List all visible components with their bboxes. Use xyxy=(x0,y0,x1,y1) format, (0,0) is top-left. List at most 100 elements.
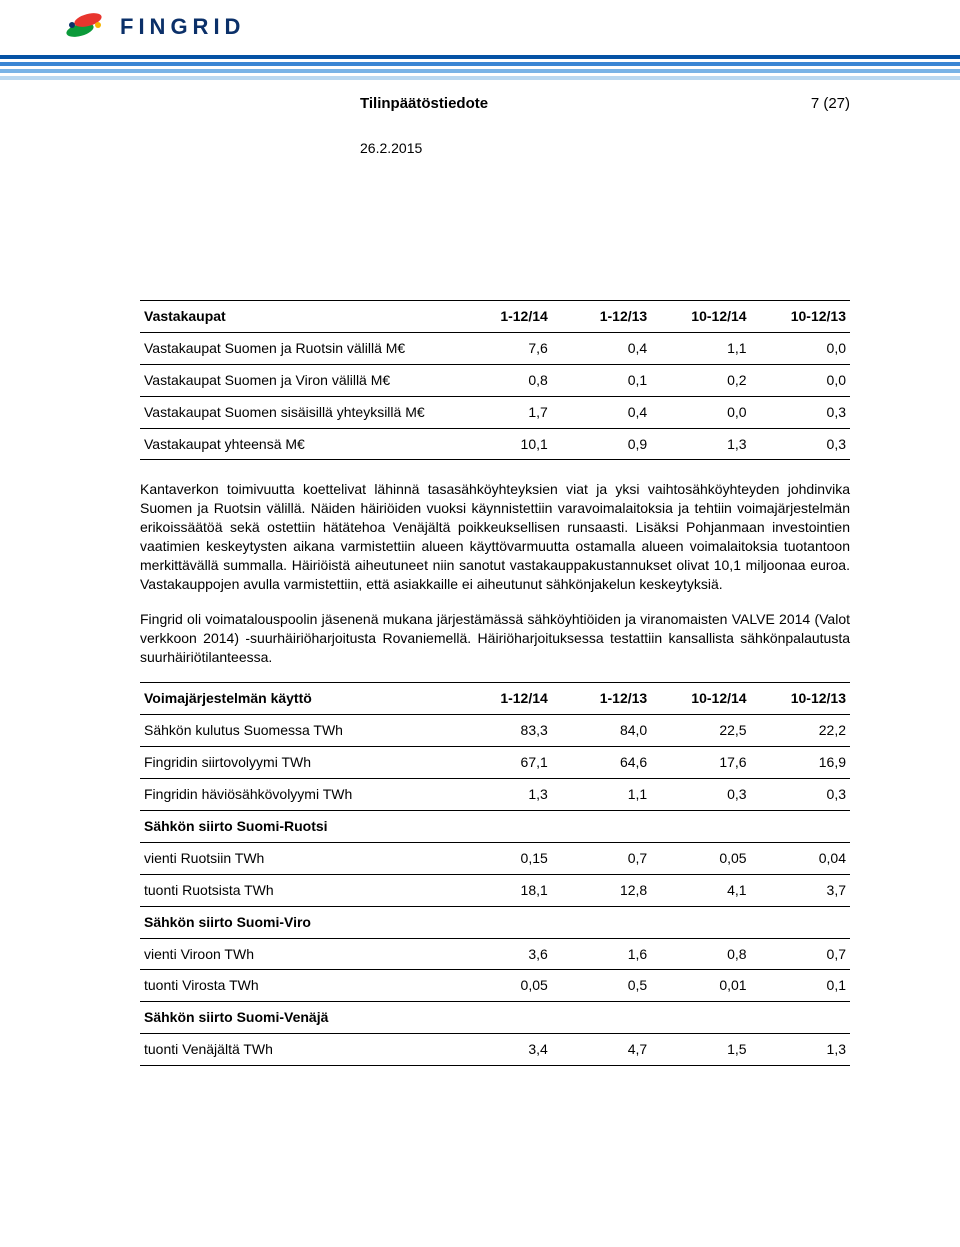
stripe-2 xyxy=(0,62,960,66)
cell-value: 84,0 xyxy=(552,715,651,747)
cell-value: 1,6 xyxy=(552,938,651,970)
cell-value: 0,0 xyxy=(651,396,750,428)
cell-value: 0,05 xyxy=(452,970,551,1002)
cell-value: 0,7 xyxy=(552,842,651,874)
cell-value xyxy=(651,1002,750,1034)
cell-value: 0,7 xyxy=(751,938,850,970)
page-header: FINGRID Tilinpäätöstiedote 7 (27) 26.2.2… xyxy=(0,0,960,100)
cell-value: 22,2 xyxy=(751,715,850,747)
table-row: Vastakaupat Suomen sisäisillä yhteyksill… xyxy=(140,396,850,428)
cell-value: 4,1 xyxy=(651,874,750,906)
body-paragraph: Kantaverkon toimivuutta koettelivat lähi… xyxy=(140,480,850,593)
row-label: Sähkön kulutus Suomessa TWh xyxy=(140,715,452,747)
cell-value: 0,5 xyxy=(552,970,651,1002)
cell-value: 17,6 xyxy=(651,747,750,779)
cell-value: 64,6 xyxy=(552,747,651,779)
cell-value: 0,15 xyxy=(452,842,551,874)
table-row: Vastakaupat Suomen ja Ruotsin välillä M€… xyxy=(140,332,850,364)
cell-value: 3,6 xyxy=(452,938,551,970)
cell-value: 0,8 xyxy=(651,938,750,970)
cell-value: 22,5 xyxy=(651,715,750,747)
row-label: vienti Viroon TWh xyxy=(140,938,452,970)
cell-value: 1,1 xyxy=(651,332,750,364)
doc-date: 26.2.2015 xyxy=(360,140,422,156)
cell-value: 12,8 xyxy=(552,874,651,906)
col-header: 1-12/13 xyxy=(552,683,651,715)
cell-value: 0,3 xyxy=(751,428,850,460)
cell-value: 1,5 xyxy=(651,1034,750,1066)
cell-value xyxy=(751,1002,850,1034)
cell-value: 0,1 xyxy=(751,970,850,1002)
cell-value: 7,6 xyxy=(452,332,551,364)
col-header: Vastakaupat xyxy=(140,301,452,333)
cell-value xyxy=(552,906,651,938)
cell-value: 3,4 xyxy=(452,1034,551,1066)
table2-body: Sähkön kulutus Suomessa TWh83,384,022,52… xyxy=(140,715,850,1066)
cell-value: 16,9 xyxy=(751,747,850,779)
cell-value: 0,3 xyxy=(751,779,850,811)
cell-value: 0,05 xyxy=(651,842,750,874)
cell-value: 0,0 xyxy=(751,332,850,364)
col-header: 1-12/14 xyxy=(452,683,551,715)
section-row: Sähkön siirto Suomi-Ruotsi xyxy=(140,811,850,843)
brand-name: FINGRID xyxy=(120,14,245,40)
stripe-1 xyxy=(0,55,960,59)
cell-value xyxy=(452,811,551,843)
cell-value: 83,3 xyxy=(452,715,551,747)
row-label: Sähkön siirto Suomi-Viro xyxy=(140,906,452,938)
cell-value: 0,2 xyxy=(651,364,750,396)
cell-value: 0,0 xyxy=(751,364,850,396)
cell-value: 1,7 xyxy=(452,396,551,428)
row-label: Vastakaupat Suomen sisäisillä yhteyksill… xyxy=(140,396,452,428)
cell-value xyxy=(751,811,850,843)
table-row: tuonti Virosta TWh0,050,50,010,1 xyxy=(140,970,850,1002)
table-header-row: Voimajärjestelmän käyttö 1-12/14 1-12/13… xyxy=(140,683,850,715)
row-label: vienti Ruotsiin TWh xyxy=(140,842,452,874)
table1-body: Vastakaupat Suomen ja Ruotsin välillä M€… xyxy=(140,332,850,460)
col-header: 10-12/13 xyxy=(751,301,850,333)
table-row: Vastakaupat Suomen ja Viron välillä M€ 0,… xyxy=(140,364,850,396)
col-header: Voimajärjestelmän käyttö xyxy=(140,683,452,715)
cell-value: 1,3 xyxy=(751,1034,850,1066)
col-header: 1-12/13 xyxy=(552,301,651,333)
cell-value: 1,3 xyxy=(452,779,551,811)
row-label: Vastakaupat Suomen ja Viron välillä M€ xyxy=(140,364,452,396)
cell-value: 0,4 xyxy=(552,332,651,364)
cell-value: 4,7 xyxy=(552,1034,651,1066)
table-row: Fingridin häviösähkövolyymi TWh1,31,10,3… xyxy=(140,779,850,811)
cell-value: 0,04 xyxy=(751,842,850,874)
table-row: tuonti Ruotsista TWh18,112,84,13,7 xyxy=(140,874,850,906)
doc-title: Tilinpäätöstiedote xyxy=(360,95,488,112)
cell-value xyxy=(651,811,750,843)
table-voimajarjestelma: Voimajärjestelmän käyttö 1-12/14 1-12/13… xyxy=(140,682,850,1066)
row-label: Vastakaupat Suomen ja Ruotsin välillä M€ xyxy=(140,332,452,364)
table-row: tuonti Venäjältä TWh3,44,71,51,3 xyxy=(140,1034,850,1066)
col-header: 10-12/14 xyxy=(651,301,750,333)
header-stripes xyxy=(0,55,960,83)
cell-value xyxy=(552,1002,651,1034)
row-label: tuonti Venäjältä TWh xyxy=(140,1034,452,1066)
cell-value: 3,7 xyxy=(751,874,850,906)
page-number: 7 (27) xyxy=(811,95,850,112)
cell-value: 0,1 xyxy=(552,364,651,396)
stripe-3 xyxy=(0,69,960,73)
cell-value xyxy=(452,1002,551,1034)
row-label: Fingridin häviösähkövolyymi TWh xyxy=(140,779,452,811)
section-row: Sähkön siirto Suomi-Venäjä xyxy=(140,1002,850,1034)
cell-value xyxy=(452,906,551,938)
cell-value: 0,9 xyxy=(552,428,651,460)
cell-value xyxy=(651,906,750,938)
row-label: Sähkön siirto Suomi-Ruotsi xyxy=(140,811,452,843)
cell-value xyxy=(751,906,850,938)
table-row: Sähkön kulutus Suomessa TWh83,384,022,52… xyxy=(140,715,850,747)
cell-value: 10,1 xyxy=(452,428,551,460)
row-label: tuonti Virosta TWh xyxy=(140,970,452,1002)
row-label: tuonti Ruotsista TWh xyxy=(140,874,452,906)
table-vastakaupat: Vastakaupat 1-12/14 1-12/13 10-12/14 10-… xyxy=(140,300,850,460)
col-header: 1-12/14 xyxy=(452,301,551,333)
col-header: 10-12/14 xyxy=(651,683,750,715)
body-paragraph: Fingrid oli voimatalouspoolin jäsenenä m… xyxy=(140,610,850,667)
row-label: Sähkön siirto Suomi-Venäjä xyxy=(140,1002,452,1034)
stripe-4 xyxy=(0,76,960,80)
cell-value: 67,1 xyxy=(452,747,551,779)
